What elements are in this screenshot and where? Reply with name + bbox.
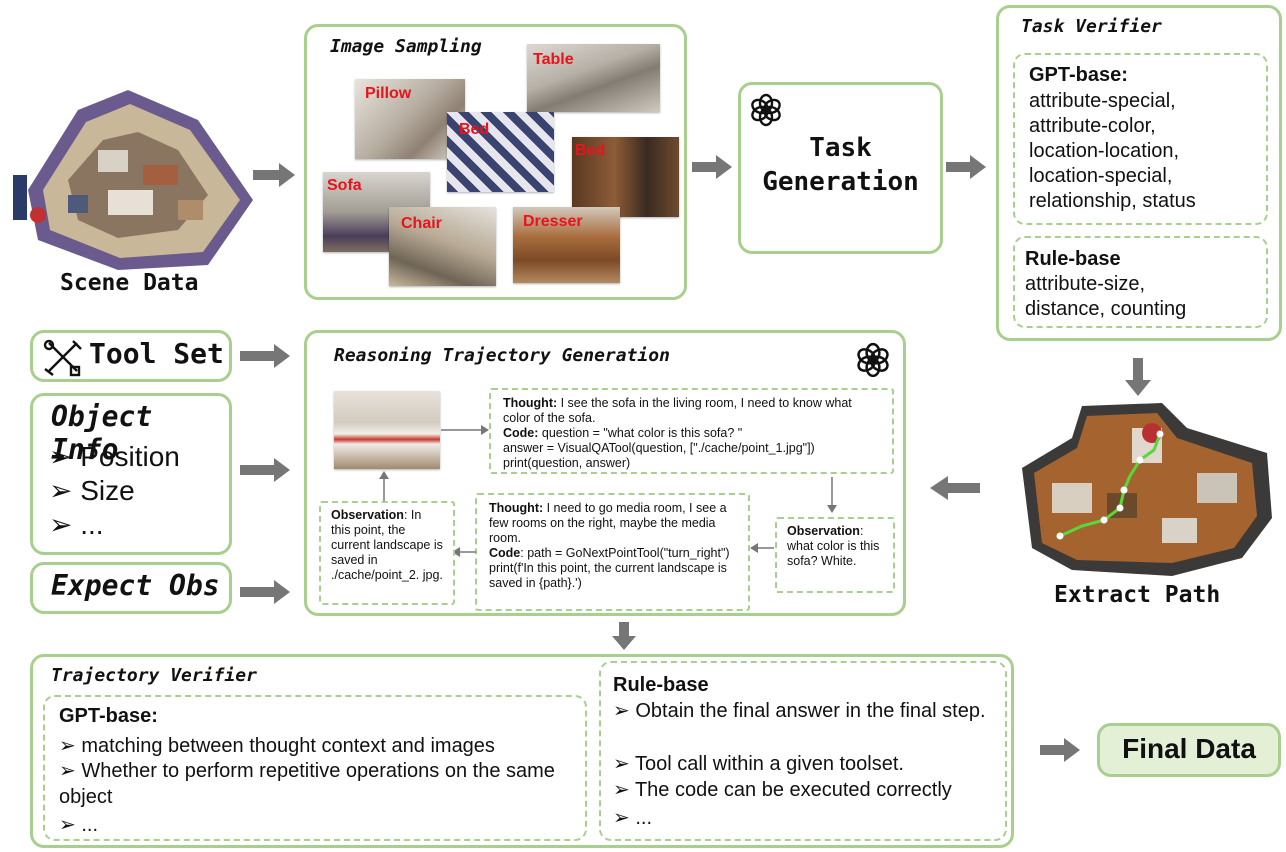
task-verifier-gpt-base: GPT-base: attribute-special, attribute-c… bbox=[1013, 53, 1268, 225]
image-sampling-panel: Image Sampling Pillow Table Bed Bed Sofa… bbox=[304, 24, 687, 300]
rule-base-item: attribute-size, bbox=[1025, 273, 1146, 295]
photo-table bbox=[527, 44, 660, 112]
tool-set-panel: Tool Set bbox=[30, 330, 232, 382]
label-chair: Chair bbox=[401, 215, 442, 232]
reasoning-trajectory-panel: Reasoning Trajectory Generation Thought:… bbox=[304, 330, 906, 616]
arrow-right-icon bbox=[240, 344, 290, 368]
step2-thought-code: Thought: I need to go media room, I see … bbox=[475, 493, 750, 611]
arrow-right-icon bbox=[441, 425, 489, 435]
object-info-panel: Object Info Position Size ... bbox=[30, 393, 232, 555]
scene-mesh-illustration bbox=[13, 90, 253, 270]
rule-base-title: Rule-base bbox=[613, 674, 709, 696]
arrow-right-icon bbox=[1040, 738, 1080, 762]
trajectory-gpt-base: GPT-base: matching between thought conte… bbox=[43, 695, 587, 841]
tools-icon bbox=[43, 339, 82, 377]
object-info-item: Position bbox=[49, 440, 180, 473]
thought-text: I see the sofa in the living room, I nee… bbox=[503, 396, 852, 425]
observation-key: Observation bbox=[787, 524, 860, 538]
photo-chair bbox=[389, 207, 496, 286]
final-data-panel: Final Data bbox=[1097, 723, 1281, 777]
trajectory-verifier-title: Trajectory Verifier bbox=[51, 665, 257, 686]
label-pillow: Pillow bbox=[365, 85, 412, 102]
photo-bed-1 bbox=[447, 112, 554, 192]
photo-dresser bbox=[513, 207, 620, 283]
observation-text: : In this point, the current landscape i… bbox=[331, 508, 443, 582]
label-table: Table bbox=[533, 51, 574, 68]
gpt-base-item: attribute-special, bbox=[1029, 90, 1176, 112]
arrow-left-icon bbox=[930, 476, 980, 500]
thought-key: Thought: bbox=[503, 396, 558, 410]
trajectory-verifier-panel: Trajectory Verifier GPT-base: matching b… bbox=[30, 654, 1014, 848]
label-bed-1: Bed bbox=[459, 121, 490, 138]
observation-text: : what color is this sofa? White. bbox=[787, 524, 880, 568]
code-key: Code: bbox=[503, 426, 539, 440]
label-sofa: Sofa bbox=[327, 177, 362, 194]
photo-bed-2 bbox=[572, 137, 679, 217]
gpt-base-title: GPT-base: bbox=[1029, 64, 1128, 86]
object-info-item: Size bbox=[49, 474, 134, 507]
arrow-up-icon bbox=[379, 471, 389, 501]
rule-base-item: Tool call within a given toolset. bbox=[613, 751, 904, 776]
photo-pillow bbox=[355, 79, 465, 159]
expect-obs-panel: Expect Obs bbox=[30, 562, 232, 614]
gpt-base-item: location-location, bbox=[1029, 140, 1180, 162]
extract-path-label: Extract Path bbox=[1054, 582, 1221, 608]
arrow-right-icon bbox=[240, 458, 290, 482]
object-info-item: ... bbox=[49, 508, 103, 541]
gpt-base-title: GPT-base: bbox=[59, 705, 158, 727]
trajectory-rule-base: Rule-base Obtain the final answer in the… bbox=[599, 661, 1007, 841]
observation-key: Observation bbox=[331, 508, 404, 522]
code-line: question = "what color is this sofa? " bbox=[538, 426, 743, 440]
label-dresser: Dresser bbox=[523, 213, 583, 230]
rule-base-item: Obtain the final answer in the final ste… bbox=[613, 699, 993, 724]
gpt-base-item: Whether to perform repetitive operations… bbox=[59, 758, 559, 810]
expect-obs-label: Expect Obs bbox=[51, 569, 220, 602]
rule-base-item: ... bbox=[613, 805, 652, 830]
task-generation-title-line1: Task bbox=[809, 133, 872, 163]
thought-text: I need to go media room, I see a few roo… bbox=[489, 501, 727, 545]
arrow-left-icon bbox=[750, 543, 774, 553]
code-line: : path = GoNextPointTool("turn_right") bbox=[520, 546, 730, 560]
code-line: answer = VisualQATool(question, ["./cach… bbox=[503, 441, 815, 455]
task-generation-title-line2: Generation bbox=[762, 167, 919, 197]
rule-base-item: distance, counting bbox=[1025, 298, 1187, 320]
observation-2: Observation: In this point, the current … bbox=[319, 501, 455, 605]
floorplan-path-illustration bbox=[1022, 403, 1272, 576]
openai-logo-icon bbox=[857, 342, 889, 378]
observation-1: Observation: what color is this sofa? Wh… bbox=[775, 517, 895, 593]
arrow-down-icon bbox=[612, 622, 636, 650]
task-verifier-title: Task Verifier bbox=[1021, 16, 1162, 37]
arrow-right-icon bbox=[946, 155, 986, 179]
arrow-right-icon bbox=[692, 155, 732, 179]
image-sampling-title: Image Sampling bbox=[330, 36, 482, 57]
task-verifier-panel: Task Verifier GPT-base: attribute-specia… bbox=[996, 5, 1282, 341]
task-verifier-rule-base: Rule-base attribute-size, distance, coun… bbox=[1013, 236, 1268, 328]
arrow-right-icon bbox=[240, 580, 290, 604]
task-generation-panel: Task Generation bbox=[738, 82, 943, 254]
step1-thought-code: Thought: I see the sofa in the living ro… bbox=[489, 388, 894, 474]
code-key: Code bbox=[489, 546, 521, 560]
label-bed-2: Bed bbox=[575, 142, 606, 159]
rule-base-item: The code can be executed correctly bbox=[613, 777, 952, 802]
reasoning-title: Reasoning Trajectory Generation bbox=[334, 345, 670, 366]
thought-key: Thought: bbox=[489, 501, 544, 515]
scene-data-label: Scene Data bbox=[60, 270, 199, 296]
gpt-base-item: relationship, status bbox=[1029, 190, 1196, 212]
gpt-base-item: location-special, bbox=[1029, 165, 1173, 187]
arrow-down-icon bbox=[827, 477, 837, 513]
final-data-label: Final Data bbox=[1122, 733, 1256, 764]
code-line: print(question, answer) bbox=[503, 456, 631, 470]
arrow-right-icon bbox=[253, 163, 295, 187]
code-line: print(f'In this point, the current lands… bbox=[489, 561, 727, 590]
rule-base-title: Rule-base bbox=[1025, 248, 1121, 270]
arrow-left-icon bbox=[452, 547, 476, 557]
gpt-base-item: ... bbox=[59, 812, 98, 837]
arrow-down-icon bbox=[1125, 358, 1151, 396]
openai-logo-icon bbox=[751, 93, 781, 127]
gpt-base-item: attribute-color, bbox=[1029, 115, 1156, 137]
gpt-base-item: matching between thought context and ima… bbox=[59, 733, 495, 758]
living-room-photo bbox=[334, 391, 440, 469]
tool-set-label: Tool Set bbox=[89, 337, 224, 370]
